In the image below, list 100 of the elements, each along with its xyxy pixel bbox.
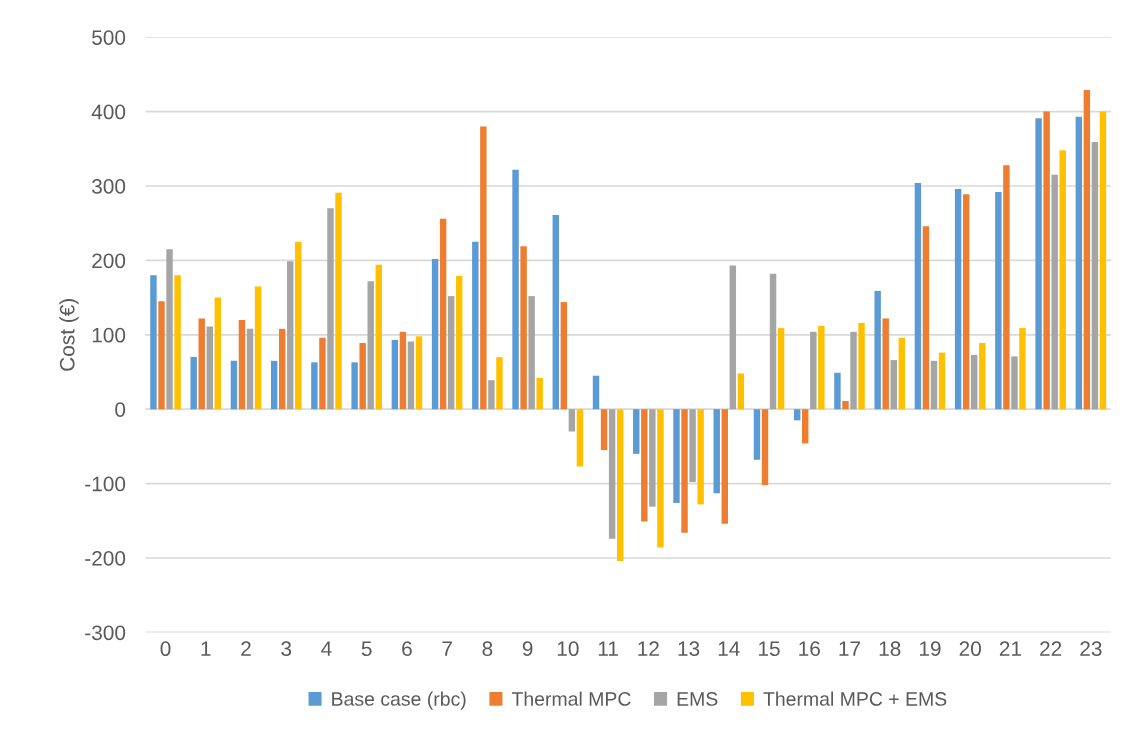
bar <box>472 241 479 410</box>
x-tick-label: 18 <box>879 641 901 657</box>
bar <box>713 409 720 494</box>
bar <box>327 208 334 410</box>
bar <box>407 341 415 410</box>
bar <box>431 258 439 410</box>
legend-label: EMS <box>677 692 718 706</box>
bar <box>270 360 278 410</box>
y-tick-label: 200 <box>92 253 126 269</box>
x-tick-label: 20 <box>959 641 981 657</box>
bar <box>592 375 600 410</box>
y-tick-label: 300 <box>92 179 126 194</box>
bar <box>810 331 817 410</box>
x-tick-label: 23 <box>1080 641 1102 657</box>
x-tick-label: 13 <box>678 641 700 657</box>
bar <box>254 286 262 410</box>
bar <box>1051 174 1058 410</box>
bar <box>528 296 535 410</box>
x-tick-label: 1 <box>201 641 211 656</box>
bar <box>1059 150 1066 410</box>
bar <box>415 336 423 410</box>
bar <box>351 362 358 410</box>
bar <box>399 331 407 410</box>
bar <box>673 409 680 503</box>
x-tick-label: 8 <box>482 641 493 657</box>
bar <box>874 290 881 410</box>
bar <box>166 249 173 410</box>
bar <box>979 342 986 410</box>
x-tick-label: 16 <box>799 641 820 657</box>
bar <box>230 360 238 410</box>
x-tick-label: 15 <box>759 641 780 657</box>
bar <box>898 337 906 410</box>
bar <box>439 218 447 410</box>
bar <box>560 302 568 410</box>
bar <box>150 275 157 410</box>
y-axis-title: Cost (€) <box>59 299 79 371</box>
legend-label: Thermal MPC + EMS <box>763 691 947 706</box>
x-tick-label: 2 <box>241 641 251 656</box>
x-tick-label: 10 <box>557 641 579 657</box>
bar <box>850 331 857 410</box>
bar <box>697 409 704 505</box>
bar <box>278 328 286 410</box>
legend-label: Base case (rbc) <box>332 691 466 710</box>
bar <box>496 357 503 410</box>
bar <box>576 409 584 467</box>
y-tick-label: 0 <box>115 402 126 417</box>
bar <box>882 318 889 410</box>
x-tick-label: 7 <box>442 641 452 656</box>
bar <box>1003 165 1010 410</box>
y-tick-label: 100 <box>92 327 126 343</box>
bar <box>834 372 841 410</box>
bar <box>721 409 728 524</box>
x-tick-label: 3 <box>281 641 292 657</box>
bar <box>206 326 213 410</box>
bar <box>158 301 165 410</box>
x-tick-label: 19 <box>919 641 941 657</box>
x-tick-label: 9 <box>522 641 533 657</box>
bar <box>818 325 825 410</box>
bar <box>954 188 962 410</box>
bar <box>246 328 254 410</box>
bar <box>480 126 487 410</box>
x-tick-label: 14 <box>718 641 740 656</box>
bar <box>842 401 849 410</box>
bar <box>689 409 696 483</box>
y-tick-label: -200 <box>85 551 126 566</box>
y-tick-label: 500 <box>92 30 126 45</box>
bar <box>520 246 527 410</box>
x-tick-label: 0 <box>160 641 171 657</box>
bar <box>367 281 374 410</box>
x-tick-label: 6 <box>402 641 412 657</box>
bar <box>198 318 205 410</box>
bar <box>1043 111 1050 410</box>
bar <box>1075 116 1083 410</box>
bar <box>391 340 399 410</box>
x-tick-label: 5 <box>361 641 372 657</box>
bar <box>174 275 181 410</box>
bar <box>238 319 246 410</box>
bar <box>681 409 688 533</box>
bar <box>295 241 302 410</box>
bar <box>753 409 761 460</box>
bar <box>335 192 342 410</box>
x-tick-label: 4 <box>321 641 332 656</box>
bar <box>649 409 656 507</box>
bar <box>600 409 608 451</box>
bar <box>214 297 222 410</box>
bar <box>456 276 463 410</box>
bar <box>777 328 785 410</box>
bar <box>375 264 382 410</box>
bar <box>190 357 197 410</box>
bar <box>761 409 769 486</box>
bar <box>488 380 495 410</box>
bar <box>930 360 938 410</box>
bar <box>1099 111 1107 410</box>
bar <box>1083 90 1091 410</box>
x-tick-label: 11 <box>598 641 618 656</box>
bar <box>641 409 648 522</box>
bar <box>922 226 930 410</box>
bar <box>447 296 455 410</box>
bar <box>890 360 897 410</box>
bar <box>1011 356 1018 410</box>
